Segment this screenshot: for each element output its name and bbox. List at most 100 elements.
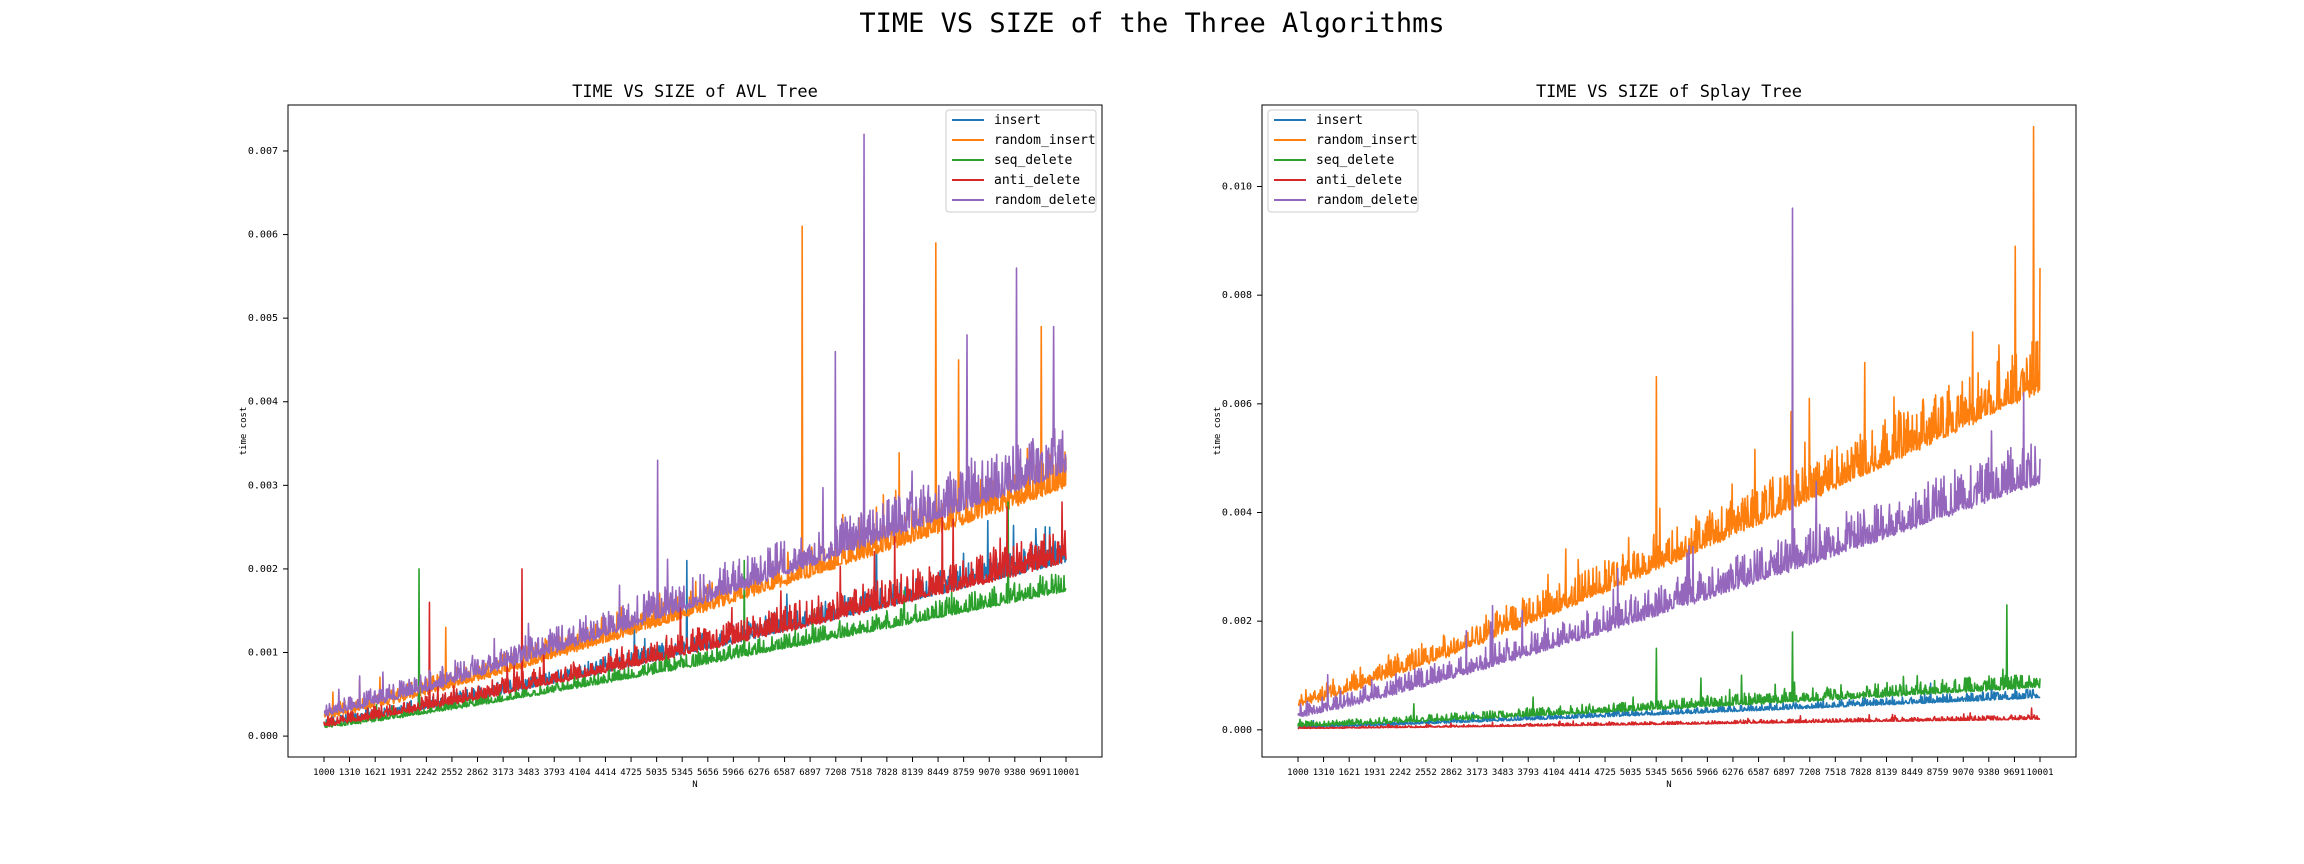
x-tick-label: 2552: [441, 768, 463, 778]
x-tick-label: 6897: [799, 768, 821, 778]
x-tick-label: 2862: [1441, 768, 1463, 778]
x-tick-label: 6276: [1722, 768, 1744, 778]
y-tick-label: 0.006: [1222, 399, 1252, 410]
x-tick-label: 8449: [927, 768, 949, 778]
x-tick-label: 8139: [1876, 768, 1898, 778]
series-line-anti-delete: [1297, 707, 2041, 730]
x-axis-label: N: [692, 780, 697, 790]
y-tick-label: 0.000: [1222, 725, 1252, 736]
legend-box: [945, 109, 1097, 213]
series-line-random-delete: [1297, 207, 2041, 718]
y-tick-label: 0.002: [248, 564, 278, 575]
x-tick-label: 3793: [543, 768, 565, 778]
x-tick-label: 5035: [646, 768, 668, 778]
y-tick-label: 0.004: [248, 397, 278, 408]
y-tick-label: 0.010: [1222, 182, 1252, 193]
x-tick-label: 2552: [1415, 768, 1437, 778]
plot-frame: [1261, 104, 2077, 758]
x-tick-label: 3483: [1492, 768, 1514, 778]
x-tick-label: 5966: [1697, 768, 1719, 778]
x-tick-label: 1000: [313, 768, 335, 778]
chart-panel-1: TIME VS SIZE of AVL Tree 1000 1310 1621 1931…: [239, 82, 1103, 790]
chart-panel-2: TIME VS SIZE of Splay Tree 1000 1310 1621 19…: [1213, 82, 2077, 790]
x-tick-label: 7828: [1850, 768, 1872, 778]
x-tick-label: 1931: [1364, 768, 1386, 778]
legend: insert random_insert seq_delete anti_delete…: [1267, 109, 1419, 213]
x-tick-label: 9691: [2004, 768, 2026, 778]
x-tick-label: 5966: [723, 768, 745, 778]
x-tick-label: 7518: [1824, 768, 1846, 778]
legend-label: anti_delete: [1316, 173, 1402, 188]
x-tick-label: 9380: [1004, 768, 1026, 778]
x-tick-label: 2242: [416, 768, 438, 778]
legend-label: random_delete: [1316, 193, 1418, 208]
x-tick-label: 3173: [1466, 768, 1488, 778]
series-line-anti-delete: [323, 501, 1067, 727]
x-tick-label: 9070: [978, 768, 1000, 778]
x-tick-label: 5345: [671, 768, 693, 778]
x-tick-label: 4104: [569, 768, 591, 778]
x-tick-label: 6587: [774, 768, 796, 778]
y-tick-label: 0.008: [1222, 290, 1252, 301]
y-tick-label: 0.002: [1222, 616, 1252, 627]
x-tick-label: 7208: [1799, 768, 1821, 778]
chart-title: TIME VS SIZE of Splay Tree: [1536, 82, 1802, 102]
x-tick-label: 1310: [1313, 768, 1335, 778]
x-tick-label: 2242: [1390, 768, 1412, 778]
x-tick-label: 3173: [492, 768, 514, 778]
y-tick-label: 0.001: [248, 648, 278, 659]
series-line-seq-delete: [323, 501, 1067, 729]
x-tick-label: 4104: [1543, 768, 1565, 778]
y-tick-label: 0.005: [248, 313, 278, 324]
legend-label: random_delete: [994, 193, 1096, 208]
x-tick-label: 1310: [339, 768, 361, 778]
series-line-insert: [1297, 682, 2041, 729]
x-tick-label: 1621: [1338, 768, 1360, 778]
legend-label: insert: [1316, 113, 1363, 128]
x-tick-label: 3793: [1517, 768, 1539, 778]
x-tick-label: 7828: [876, 768, 898, 778]
x-tick-label: 9380: [1978, 768, 2000, 778]
x-tick-label: 8449: [1901, 768, 1923, 778]
x-tick-label: 10001: [2026, 768, 2053, 778]
series-line-random-insert: [1297, 125, 2041, 707]
x-tick-label: 10001: [1052, 768, 1079, 778]
x-tick-label: 4414: [595, 768, 617, 778]
y-tick-label: 0.007: [248, 146, 278, 157]
legend: insert random_insert seq_delete anti_delete…: [945, 109, 1097, 213]
y-axis-label: time cost: [239, 407, 249, 456]
x-tick-label: 7518: [850, 768, 872, 778]
y-axis-label: time cost: [1213, 407, 1223, 456]
x-tick-label: 1621: [364, 768, 386, 778]
x-tick-label: 4414: [1569, 768, 1591, 778]
x-tick-label: 8139: [902, 768, 924, 778]
x-tick-label: 7208: [825, 768, 847, 778]
x-tick-label: 9070: [1952, 768, 1974, 778]
x-tick-label: 2862: [467, 768, 489, 778]
legend-label: anti_delete: [994, 173, 1080, 188]
figure-title: TIME VS SIZE of the Three Algorithms: [859, 8, 1445, 39]
x-tick-label: 6276: [748, 768, 770, 778]
x-tick-label: 1931: [390, 768, 412, 778]
y-tick-label: 0.004: [1222, 508, 1252, 519]
legend-label: insert: [994, 113, 1041, 128]
legend-label: random_insert: [994, 133, 1096, 148]
x-tick-label: 5345: [1645, 768, 1667, 778]
series-line-random-delete: [323, 133, 1067, 717]
x-tick-label: 8759: [1927, 768, 1949, 778]
y-tick-label: 0.000: [248, 731, 278, 742]
legend-label: random_insert: [1316, 133, 1418, 148]
chart-title: TIME VS SIZE of AVL Tree: [572, 82, 818, 102]
x-tick-label: 5035: [1620, 768, 1642, 778]
x-tick-label: 8759: [953, 768, 975, 778]
x-tick-label: 5656: [1671, 768, 1693, 778]
x-tick-label: 6897: [1773, 768, 1795, 778]
x-tick-label: 4725: [1594, 768, 1616, 778]
plot-frame: [287, 104, 1103, 758]
x-tick-label: 5656: [697, 768, 719, 778]
series-line-insert: [323, 519, 1067, 726]
y-tick-label: 0.006: [248, 230, 278, 241]
legend-box: [1267, 109, 1419, 213]
y-tick-label: 0.003: [248, 480, 278, 491]
